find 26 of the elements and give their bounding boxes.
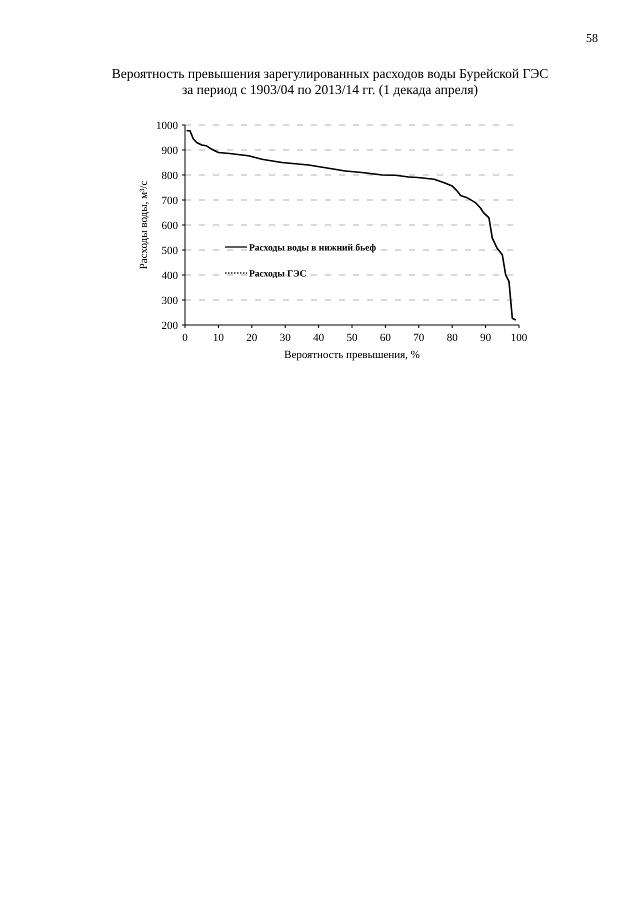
- x-tick-label: 100: [510, 332, 528, 344]
- chart-title: Вероятность превышения зарегулированных расходов воды Бурейской ГЭС за период с 1903/04 по 2013/14 гг. (1 декада апреля): [112, 66, 548, 97]
- x-tick-label: 40: [313, 332, 325, 344]
- x-tick-label: 80: [446, 332, 458, 344]
- y-tick-label: 300: [162, 295, 178, 307]
- x-tick-label: 0: [182, 332, 188, 344]
- y-axis-title: Расходы воды, м³/с: [138, 180, 150, 270]
- y-tick-label: 600: [162, 220, 178, 232]
- legend-label: Расходы воды в нижний бьеф: [249, 244, 376, 254]
- x-tick-label: 10: [212, 332, 224, 344]
- text: 58: [586, 31, 598, 45]
- x-tick-label: 50: [346, 332, 358, 344]
- x-tick-label: 60: [380, 332, 392, 344]
- y-tick-label: 1000: [156, 120, 178, 132]
- x-tick-label: 30: [280, 332, 292, 344]
- x-axis-title: Вероятность превышения, %: [284, 349, 420, 361]
- y-tick-label: 400: [162, 270, 178, 282]
- x-tick-label: 20: [246, 332, 258, 344]
- x-tick-label: 90: [480, 332, 492, 344]
- y-tick-label: 900: [162, 145, 178, 157]
- y-tick-label: 200: [162, 320, 178, 332]
- y-tick-label: 700: [162, 195, 178, 207]
- x-tick-label: 70: [413, 332, 425, 344]
- legend-label: Расходы ГЭС: [249, 270, 307, 280]
- y-tick-label: 800: [162, 170, 178, 182]
- y-tick-label: 500: [162, 245, 178, 257]
